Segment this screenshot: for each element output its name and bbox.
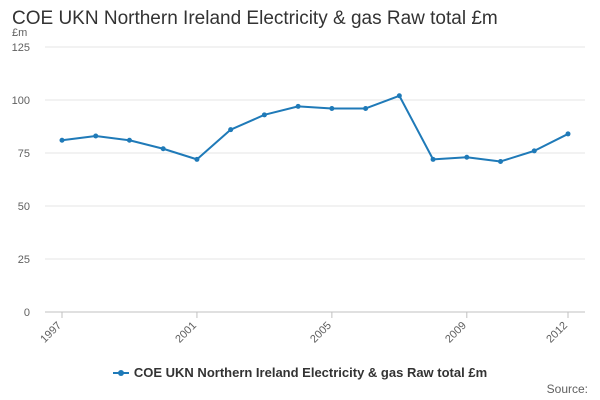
y-axis-label: £m [12,27,27,39]
y-tick-label-50: 50 [18,201,30,213]
data-point-2005 [329,105,335,111]
data-point-2003 [261,112,267,118]
source-label: Source: [546,382,588,396]
x-tick-label-2012: 2012 [544,320,570,346]
x-tick-label-2005: 2005 [308,320,334,346]
data-point-2006 [363,105,369,111]
data-point-2000 [160,146,166,152]
y-tick-label-75: 75 [18,148,30,160]
data-point-2002 [228,127,234,133]
data-point-1997 [59,137,65,143]
y-tick-label-0: 0 [24,307,30,319]
y-tick-label-25: 25 [18,254,30,266]
series-line-0 [61,94,569,163]
grid-lines [45,46,585,313]
y-tick-label-100: 100 [12,95,30,107]
x-axis-ticks: 1997 2001 2005 2009 2012 [38,312,570,345]
data-point-2012 [565,131,571,137]
data-point-1998 [93,133,99,139]
series-layer [59,93,571,164]
data-point-2008 [430,156,436,162]
data-point-2010 [498,158,504,164]
x-tick-label-2009: 2009 [443,320,469,346]
data-point-2001 [194,156,200,162]
x-tick-label-2001: 2001 [173,320,199,346]
data-point-2007 [396,93,402,99]
data-point-1999 [126,137,132,143]
data-point-2011 [531,148,537,154]
legend[interactable]: COE UKN Northern Ireland Electricity & g… [0,365,600,380]
y-axis-ticks: 0 25 50 75 100 125 [12,42,30,319]
legend-label: COE UKN Northern Ireland Electricity & g… [133,365,488,380]
data-point-2004 [295,103,301,109]
data-point-2009 [464,154,470,160]
x-tick-label-1997: 1997 [38,320,64,346]
y-tick-label-125: 125 [12,42,30,54]
chart-title: COE UKN Northern Ireland Electricity & g… [12,8,498,29]
legend-marker-icon [112,368,129,378]
